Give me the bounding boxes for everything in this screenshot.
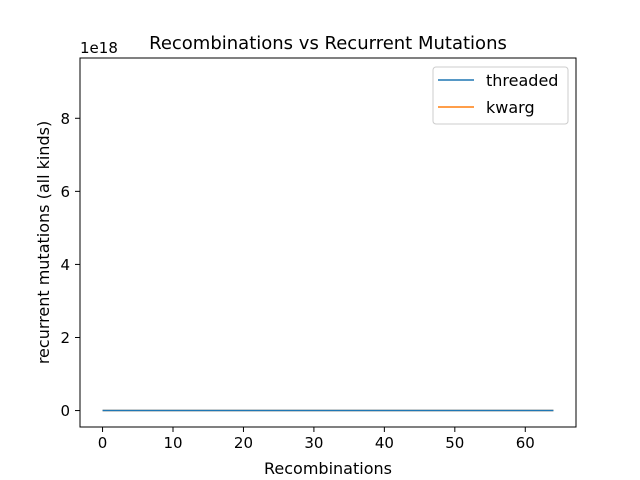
x-tick-label: 60 — [516, 434, 535, 452]
y-offset-text: 1e18 — [80, 39, 118, 57]
y-tick-label: 0 — [60, 402, 70, 420]
x-axis-label: Recombinations — [264, 459, 392, 478]
y-tick-label: 8 — [60, 110, 70, 128]
x-tick-label: 10 — [163, 434, 182, 452]
x-tick-label: 20 — [234, 434, 253, 452]
plot-frame — [79, 57, 577, 428]
x-axis: 0 10 20 30 40 50 60 — [98, 427, 535, 452]
y-axis: 0 2 4 6 8 — [60, 110, 80, 420]
legend: threaded kwarg — [432, 66, 569, 125]
x-tick-label: 30 — [304, 434, 323, 452]
x-tick-label: 40 — [375, 434, 394, 452]
y-tick-label: 6 — [60, 183, 70, 201]
x-tick-label: 50 — [445, 434, 464, 452]
legend-label-kwarg: kwarg — [486, 98, 535, 117]
chart-title: Recombinations vs Recurrent Mutations — [149, 33, 507, 54]
y-axis-label: recurrent mutations (all kinds) — [34, 121, 53, 364]
legend-box — [432, 66, 569, 125]
y-tick-label: 2 — [60, 329, 70, 347]
x-tick-label: 0 — [98, 434, 108, 452]
y-tick-label: 4 — [60, 256, 70, 274]
legend-label-threaded: threaded — [486, 71, 558, 90]
